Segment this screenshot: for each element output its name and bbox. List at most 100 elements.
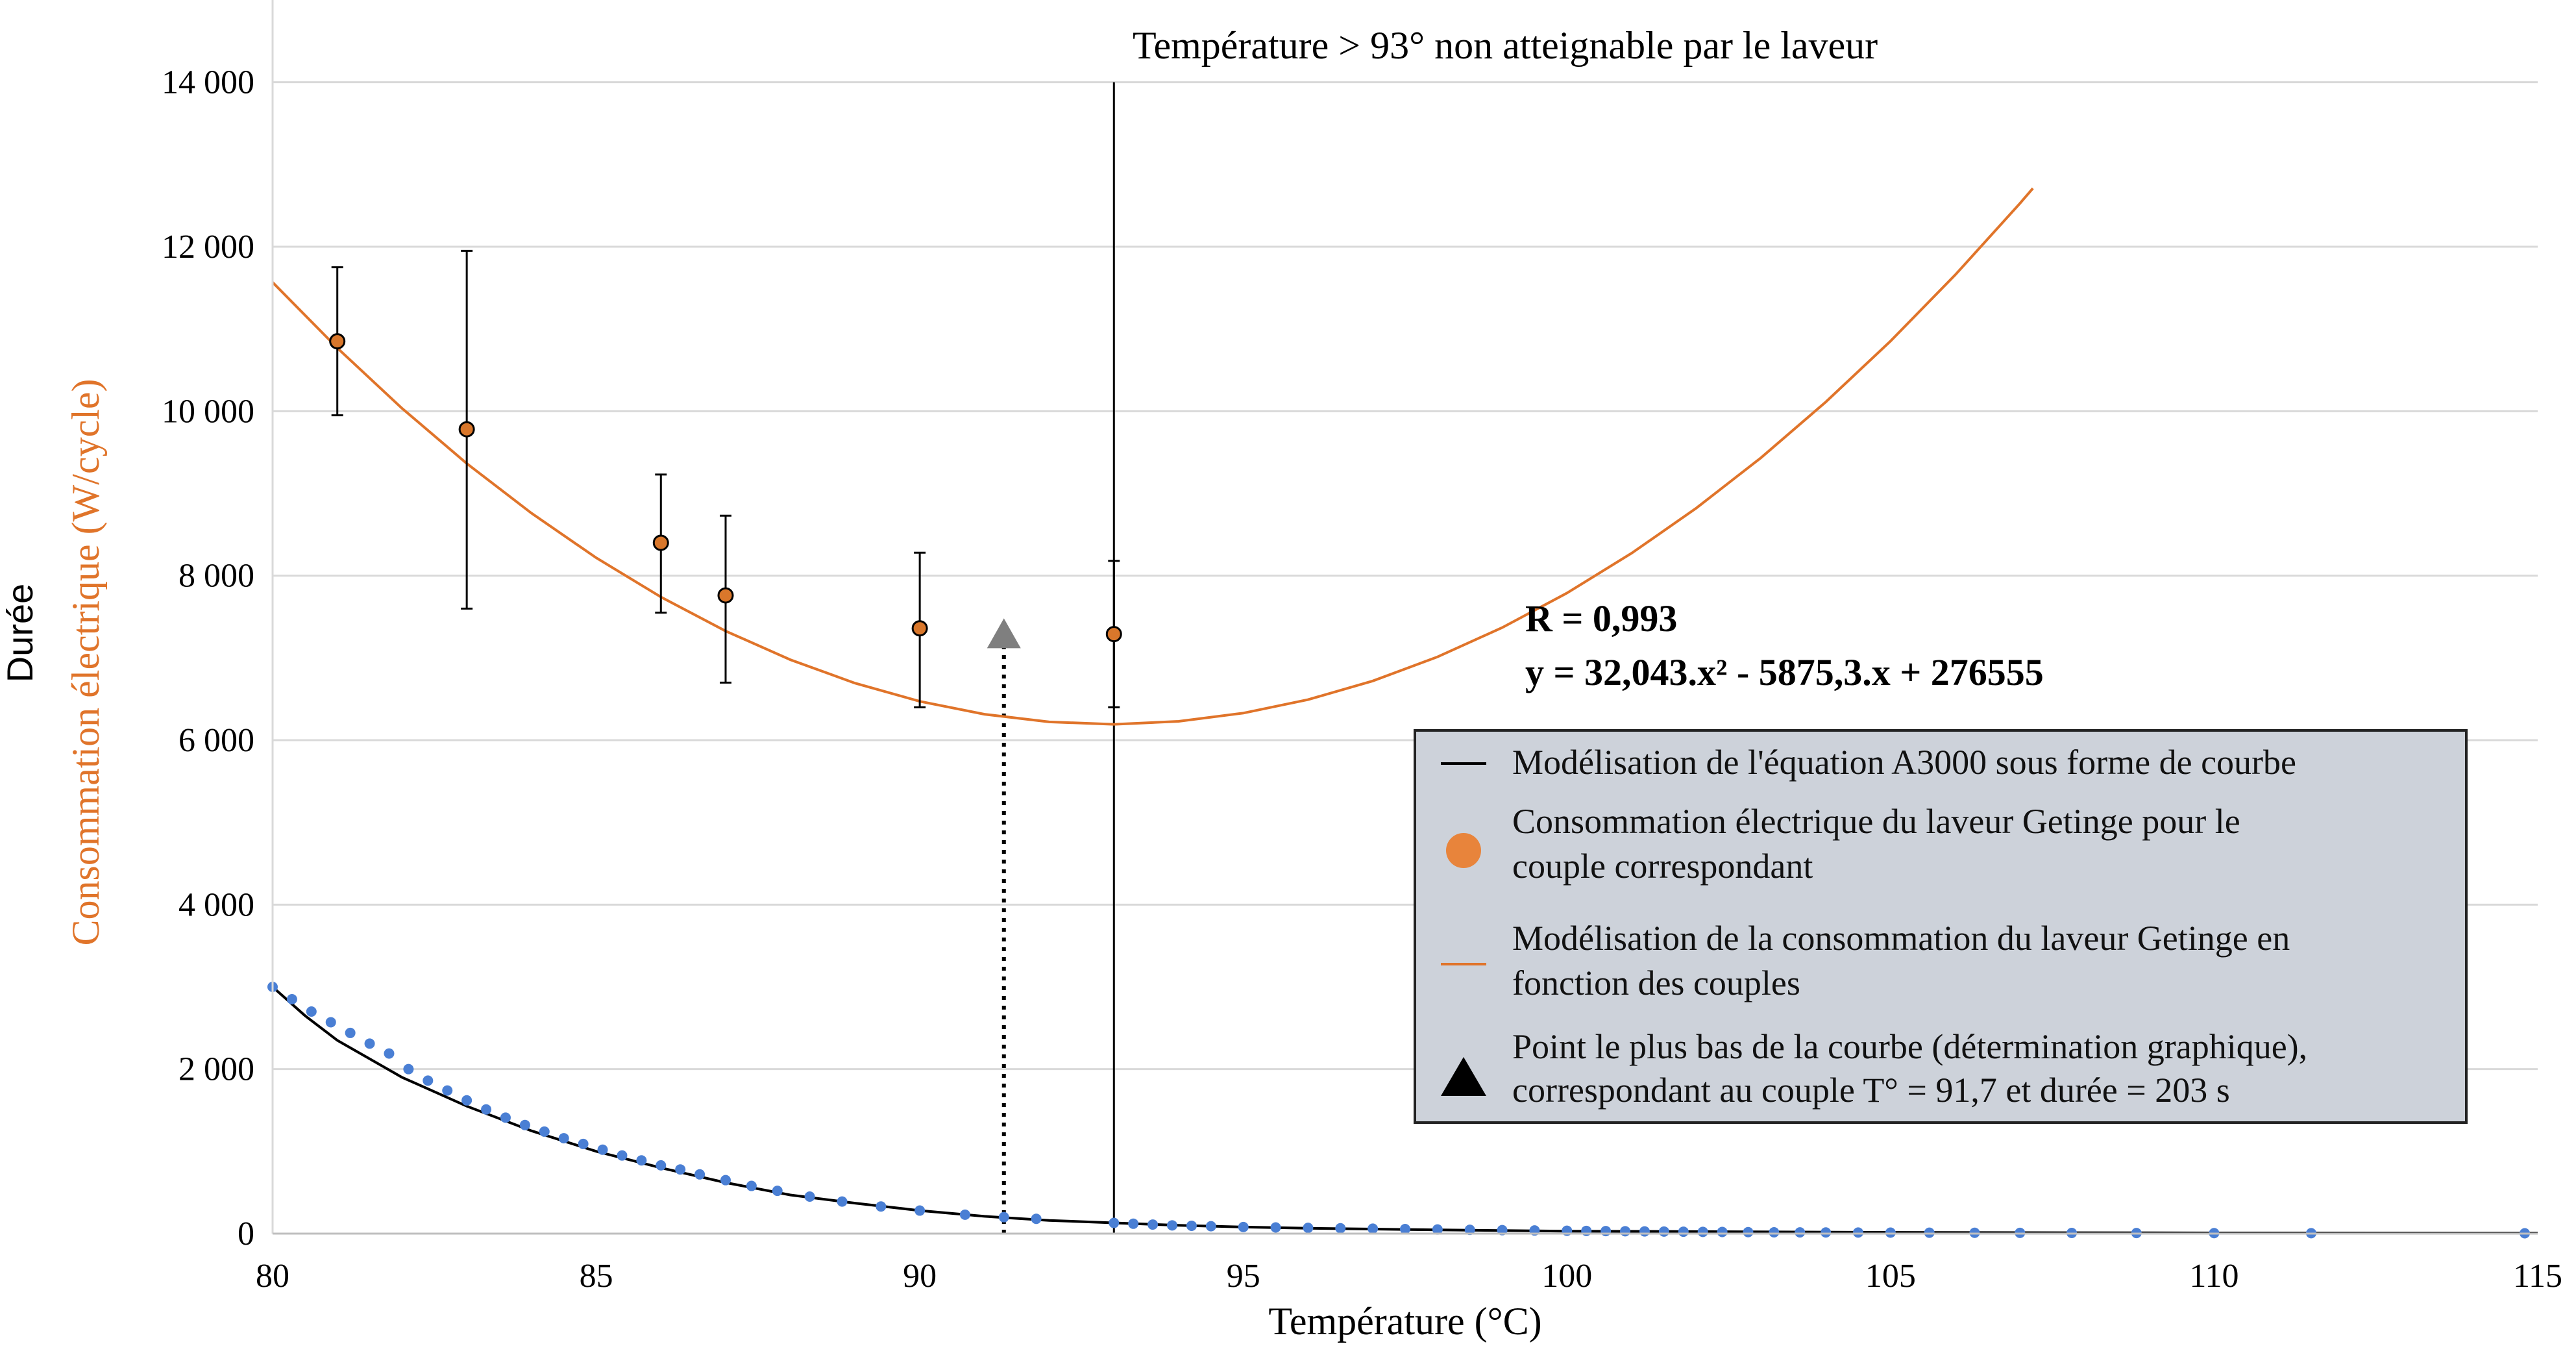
a3000-curve-line [271, 986, 2538, 1235]
consommation-point [329, 333, 346, 350]
duree-point [1678, 1226, 1689, 1237]
x-tick-label: 115 [2513, 1258, 2562, 1295]
duree-point [519, 1119, 530, 1130]
duree-point [914, 1205, 926, 1216]
duree-point [876, 1201, 887, 1212]
getinge-series [271, 187, 2034, 726]
duree-point [1697, 1226, 1708, 1237]
consommation-point [458, 421, 475, 438]
y-axis-title: Consommation électrique (W/cycle) [64, 379, 107, 945]
duree-point [1853, 1227, 1863, 1238]
duree-point [500, 1112, 511, 1123]
duree-point [1821, 1227, 1832, 1238]
legend-box [1414, 729, 2468, 1124]
duree-point [959, 1209, 970, 1220]
duree-point [1238, 1221, 1249, 1232]
equation-r: R = 0,993 [1525, 597, 1677, 640]
duree-point [656, 1160, 667, 1171]
duree-point [558, 1133, 569, 1144]
duree-point [403, 1063, 414, 1075]
legend: Modélisation de l'équation A3000 sous fo… [1414, 729, 2468, 1124]
consommation-point [1105, 626, 1122, 643]
duree-point [1620, 1226, 1631, 1237]
x-tick-label: 90 [903, 1258, 937, 1295]
duree-point [423, 1075, 434, 1086]
duree-point [804, 1191, 815, 1202]
y-tick-label: 0 [238, 1215, 254, 1252]
legend-label-consommation-l2: couple correspondant [1512, 847, 1813, 886]
duree-point [1795, 1227, 1806, 1238]
x-tick-label: 100 [1541, 1258, 1592, 1295]
y-tick-label: 14 000 [162, 64, 254, 101]
duree-point [345, 1027, 356, 1038]
duree-point [286, 994, 297, 1004]
duree-point [1769, 1226, 1780, 1237]
legend-label-consommation-l1: Consommation électrique du laveur Geting… [1512, 802, 2240, 841]
duree-point [1167, 1220, 1178, 1231]
legend-label-a3000: Modélisation de l'équation A3000 sous fo… [1512, 743, 2296, 782]
duree-point [1464, 1225, 1475, 1236]
legend-black-triangle-icon [1441, 1057, 1486, 1096]
duree-point [1368, 1223, 1379, 1234]
duree-point [1432, 1224, 1443, 1235]
duree-point [837, 1196, 848, 1207]
y-tick-label: 2 000 [178, 1051, 254, 1088]
duree-point [1743, 1226, 1754, 1237]
duree-point [539, 1126, 550, 1137]
duree-point [306, 1006, 317, 1017]
duree-point [481, 1104, 492, 1115]
duree-point [1147, 1219, 1159, 1230]
gridlines [273, 81, 2538, 1071]
x-tick-label: 105 [1865, 1258, 1916, 1295]
duree-point [364, 1038, 375, 1049]
x-tick-label: 95 [1227, 1258, 1260, 1295]
legend-label-point-bas-l1: Point le plus bas de la courbe (détermin… [1512, 1027, 2307, 1066]
x-tick-label: 85 [580, 1258, 613, 1295]
duree-point [442, 1085, 453, 1096]
y-tick-label: 6 000 [178, 722, 254, 759]
duree-point [1885, 1227, 1896, 1238]
duree-point [461, 1095, 472, 1106]
duree-point [1128, 1218, 1139, 1229]
tick-labels: 0 2 000 4 000 6 000 8 000 10 000 12 000 14 000 8… [162, 64, 2562, 1295]
consommation-point [911, 620, 928, 637]
x-tick-label: 80 [256, 1258, 289, 1295]
duree-point [1205, 1221, 1216, 1232]
axes [271, 0, 2538, 1235]
consommation-point [717, 587, 734, 604]
duree-point [1109, 1217, 1120, 1228]
duree-axis-title: Durée [0, 584, 40, 683]
vertical-markers [1001, 82, 1115, 1234]
y-tick-label: 8 000 [178, 558, 254, 595]
duree-point [1717, 1226, 1728, 1237]
duree-point [384, 1048, 395, 1059]
duree-point [694, 1169, 705, 1180]
duree-point [1601, 1226, 1612, 1237]
legend-label-modelisation-l2: fonction des couples [1512, 964, 1800, 1002]
getinge-model-line [271, 187, 2034, 726]
duree-point [720, 1175, 731, 1186]
duree-point [1658, 1226, 1669, 1237]
duree-point [617, 1150, 628, 1161]
duree-point [597, 1144, 608, 1155]
duree-point [1270, 1222, 1281, 1233]
x-axis-title: Température (°C) [1268, 1300, 1541, 1343]
duree-point [998, 1212, 1009, 1223]
duree-point [636, 1155, 647, 1166]
duree-point [772, 1186, 783, 1197]
annotation-temperature-limit: Température > 93° non atteignable par le… [1133, 24, 1878, 67]
duree-point [325, 1017, 336, 1028]
duree-point [1186, 1220, 1197, 1231]
legend-label-point-bas-l2: correspondant au couple T° = 91,7 et dur… [1512, 1071, 2230, 1110]
y-tick-label: 12 000 [162, 229, 254, 266]
duree-point [746, 1180, 757, 1191]
duree-point [1335, 1223, 1346, 1234]
y-tick-label: 4 000 [178, 886, 254, 923]
y-tick-label: 10 000 [162, 393, 254, 430]
duree-point [1400, 1224, 1410, 1235]
duree-point [1639, 1226, 1650, 1237]
equation-y: y = 32,043.x² - 5875,3.x + 276555 [1525, 651, 2044, 693]
legend-label-modelisation-l1: Modélisation de la consommation du laveu… [1512, 919, 2290, 958]
x-tick-label: 110 [2189, 1258, 2239, 1295]
